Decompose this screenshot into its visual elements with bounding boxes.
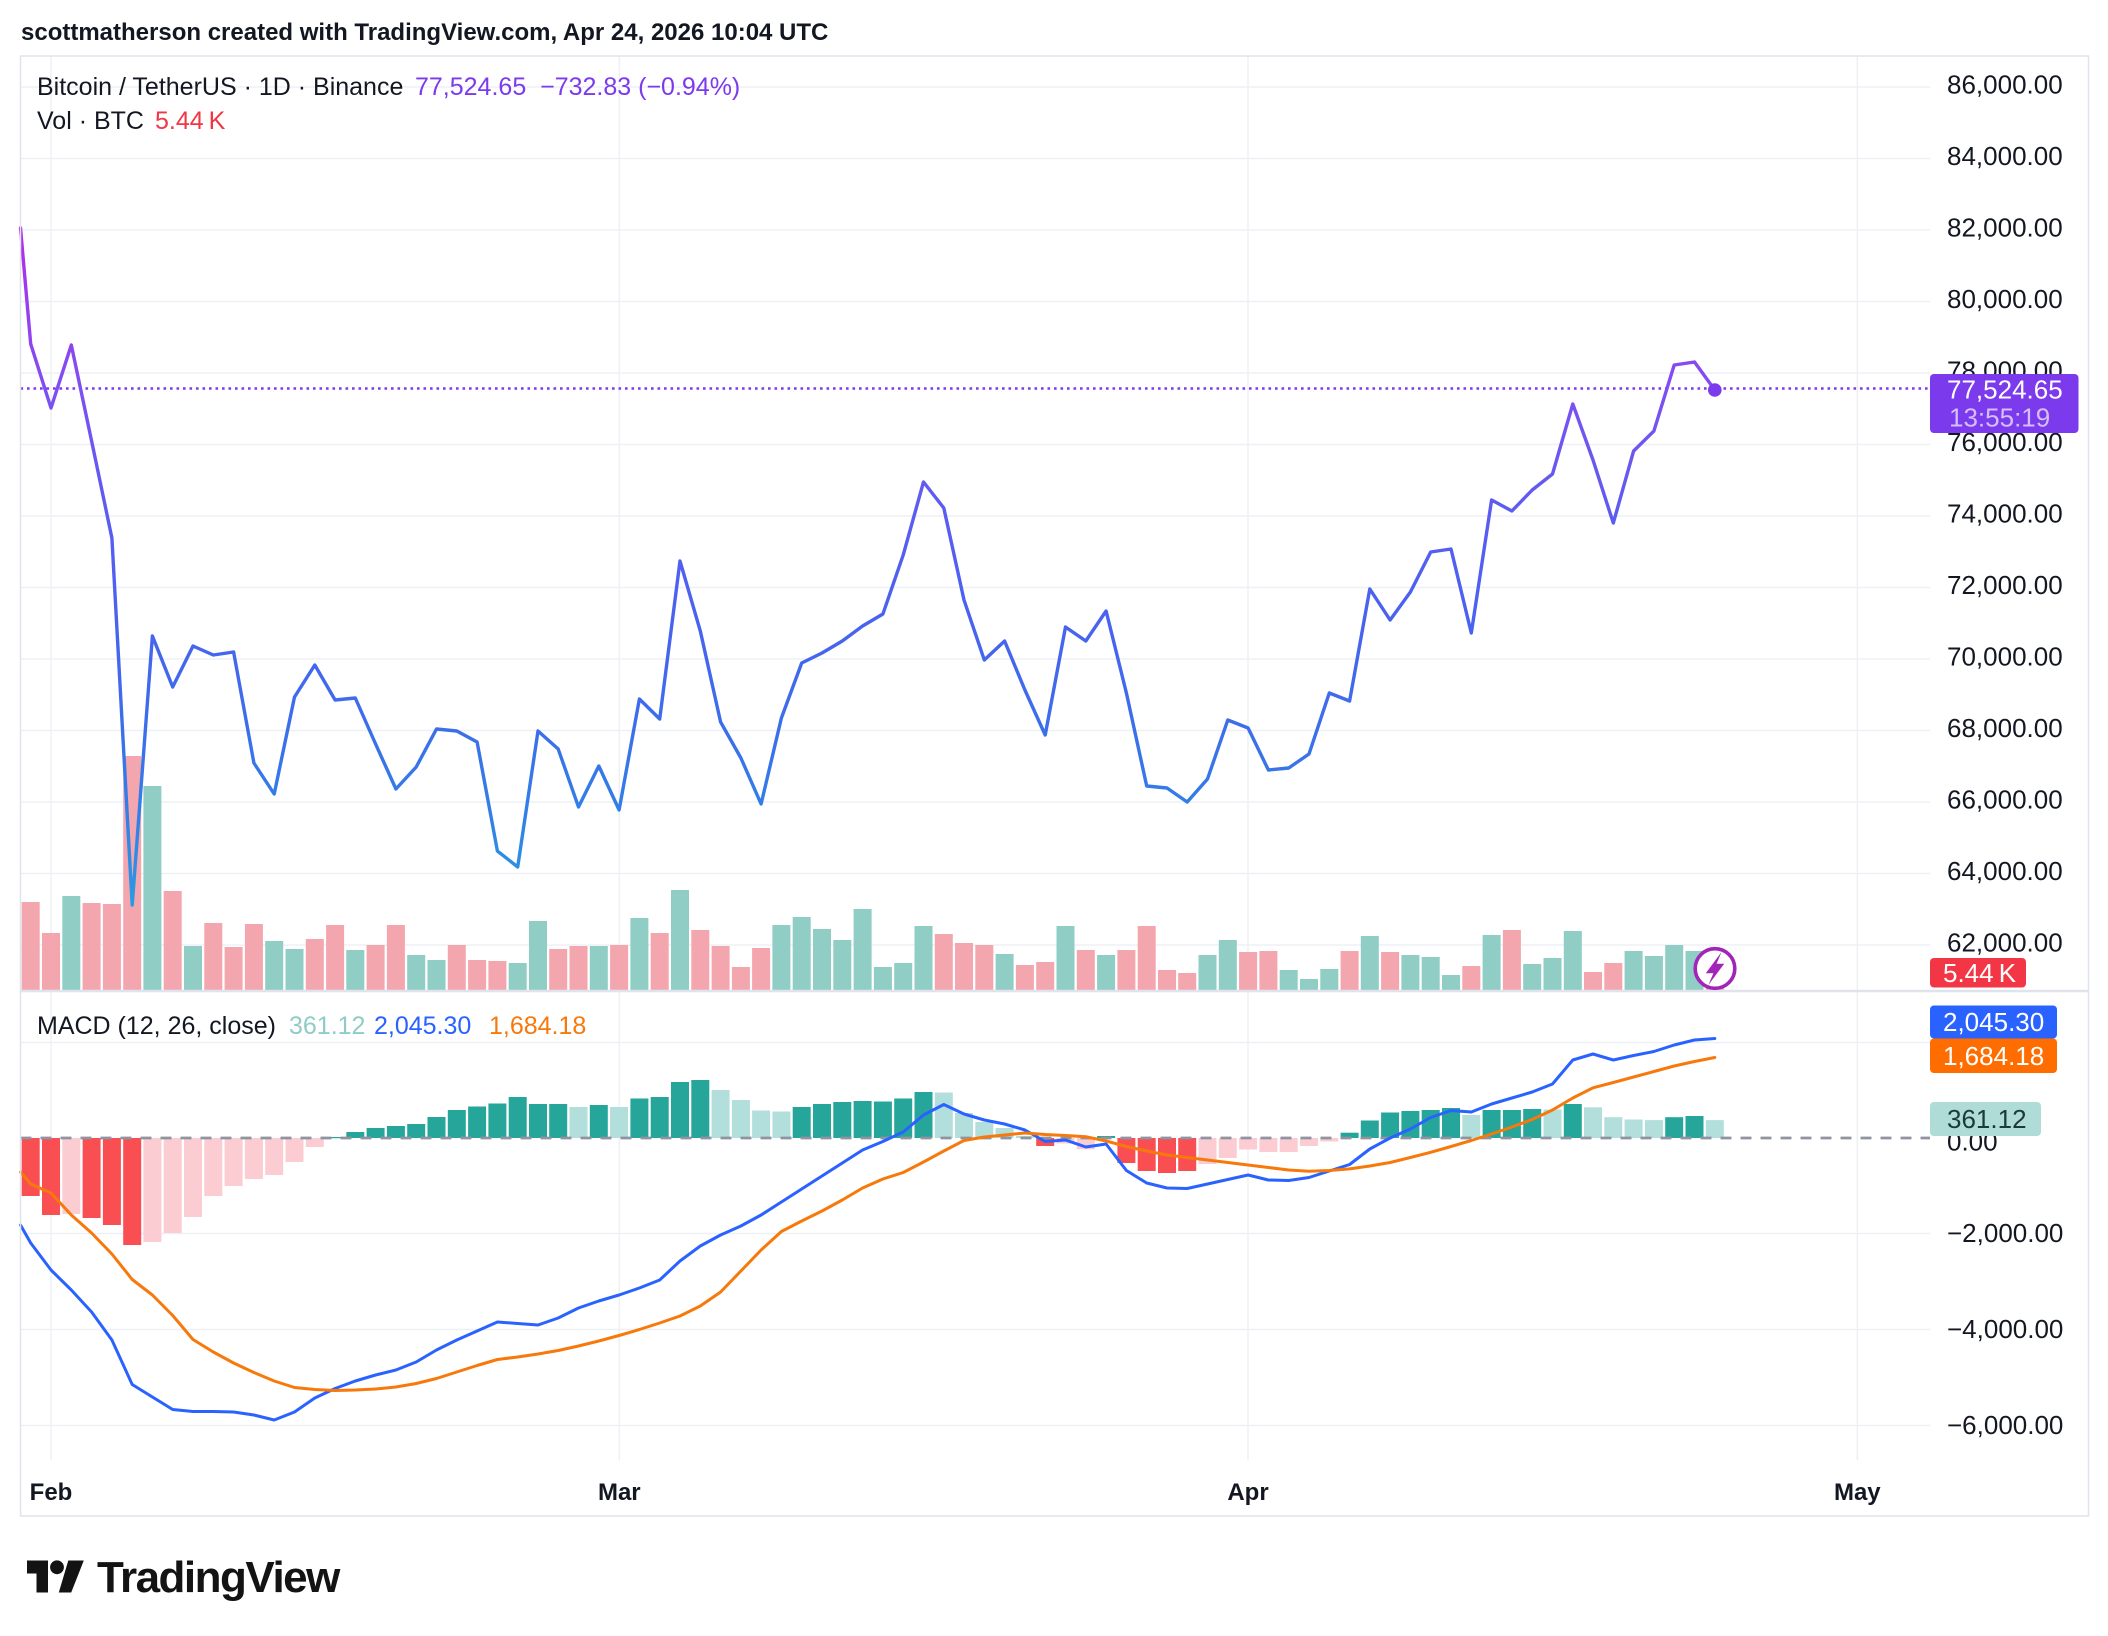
svg-text:77,524.65 −732.83 (−0.94%): 77,524.65 −732.83 (−0.94%)	[415, 73, 740, 101]
svg-text:Vol · BTC: Vol · BTC	[37, 107, 144, 135]
svg-text:MACD (12, 26, close): MACD (12, 26, close)	[37, 1012, 276, 1040]
svg-text:−6,000.00: −6,000.00	[1947, 1410, 2063, 1440]
svg-text:1,684.18: 1,684.18	[1943, 1041, 2044, 1071]
svg-text:−2,000.00: −2,000.00	[1947, 1218, 2063, 1248]
svg-text:361.12: 361.12	[1947, 1104, 2027, 1134]
svg-text:86,000.00: 86,000.00	[1947, 70, 2063, 100]
svg-text:2,045.30: 2,045.30	[374, 1012, 471, 1040]
svg-text:5.44 K: 5.44 K	[1943, 958, 2017, 988]
svg-text:Apr: Apr	[1227, 1479, 1268, 1506]
svg-text:Mar: Mar	[598, 1479, 641, 1506]
svg-text:66,000.00: 66,000.00	[1947, 785, 2063, 815]
svg-text:TradingView: TradingView	[97, 1553, 341, 1602]
svg-text:1,684.18: 1,684.18	[489, 1012, 586, 1040]
svg-text:May: May	[1834, 1479, 1881, 1506]
svg-text:72,000.00: 72,000.00	[1947, 570, 2063, 600]
svg-text:70,000.00: 70,000.00	[1947, 642, 2063, 672]
svg-text:Feb: Feb	[30, 1479, 73, 1506]
svg-text:77,524.65: 77,524.65	[1947, 375, 2063, 405]
svg-text:361.12: 361.12	[289, 1012, 365, 1040]
svg-text:62,000.00: 62,000.00	[1947, 928, 2063, 958]
svg-text:68,000.00: 68,000.00	[1947, 713, 2063, 743]
svg-text:74,000.00: 74,000.00	[1947, 499, 2063, 529]
svg-text:84,000.00: 84,000.00	[1947, 141, 2063, 171]
svg-text:64,000.00: 64,000.00	[1947, 856, 2063, 886]
svg-text:scottmatherson created with Tr: scottmatherson created with TradingView.…	[21, 19, 828, 46]
svg-text:5.44 K: 5.44 K	[155, 107, 226, 135]
svg-text:80,000.00: 80,000.00	[1947, 284, 2063, 314]
svg-text:−4,000.00: −4,000.00	[1947, 1314, 2063, 1344]
svg-text:82,000.00: 82,000.00	[1947, 213, 2063, 243]
svg-text:13:55:19: 13:55:19	[1949, 403, 2050, 433]
svg-text:Bitcoin / TetherUS · 1D · Bina: Bitcoin / TetherUS · 1D · Binance	[37, 73, 403, 101]
svg-text:2,045.30: 2,045.30	[1943, 1007, 2044, 1037]
